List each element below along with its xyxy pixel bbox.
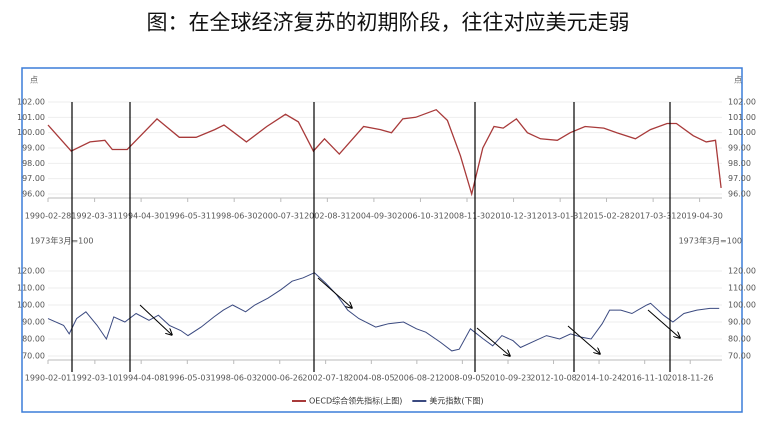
y-tick-label: 98.00 [728,159,751,168]
x-tick-label: 2016-11-10 [621,374,668,383]
x-tick-label: 2008-11-30 [444,212,491,221]
x-tick-label: 1998-06-30 [211,212,258,221]
y-tick-label: 101.00 [728,113,756,122]
page-title: 图：在全球经济复苏的初期阶段，往往对应美元走弱 [147,11,630,35]
y-tick-label: 99.00 [728,144,751,153]
x-tick-label: 2015-02-28 [583,212,630,221]
y-tick-label: 101.00 [17,113,45,122]
y-tick-label: 100.00 [728,128,756,137]
x-tick-label: 2018-11-26 [667,374,714,383]
y-tick-label: 100.00 [728,301,756,310]
y-tick-label: 120.00 [17,267,45,276]
x-tick-label: 1992-03-10 [72,374,119,383]
y-tick-label: 110.00 [728,284,756,293]
y-axis-label: 1973年3月=100 [30,236,93,246]
y-tick-label: 100.00 [17,128,45,137]
x-tick-label: 1996-05-31 [164,212,211,221]
y-tick-label: 100.00 [17,301,45,310]
y-tick-label: 99.00 [22,144,45,153]
x-tick-label: 2017-03-31 [630,212,677,221]
x-tick-label: 1994-04-08 [118,374,165,383]
x-tick-label: 1992-03-31 [71,212,118,221]
y-tick-label: 80.00 [22,335,45,344]
y-tick-label: 120.00 [728,267,756,276]
legend-label: 美元指数(下图) [429,396,483,406]
x-tick-label: 2014-10-24 [576,374,623,383]
y-tick-label: 97.00 [22,174,45,183]
arrow [567,325,600,354]
series-line [47,108,722,197]
y-tick-label: 80.00 [728,335,751,344]
y-tick-label: 96.00 [728,190,751,199]
y-tick-label: 70.00 [728,352,751,361]
x-tick-label: 2013-01-31 [537,212,584,221]
x-tick-label: 2006-08-21 [394,374,441,383]
x-tick-label: 2012-10-08 [530,374,577,383]
y-axis-label: 1973年3月=100 [679,236,742,246]
x-tick-label: 2002-07-18 [302,374,349,383]
y-axis-label: 点 [30,76,38,85]
y-tick-label: 102.00 [728,98,756,107]
x-tick-label: 2008-09-05 [439,374,486,383]
arrow [317,277,352,308]
frame [21,67,743,413]
x-tick-label: 2000-06-26 [256,374,303,383]
arrow [476,327,510,356]
x-tick-label: 1998-06-03 [210,374,257,383]
annotations [71,102,680,372]
x-tick-label: 2004-09-30 [351,212,398,221]
y-tick-label: 98.00 [22,159,45,168]
y-tick-label: 102.00 [17,98,45,107]
series-line [47,272,720,352]
x-tick-label: 2004-08-05 [348,374,395,383]
x-tick-label: 2010-09-23 [485,374,532,383]
y-tick-label: 96.00 [22,190,45,199]
y-tick-label: 90.00 [22,318,45,327]
x-tick-label: 1990-02-28 [25,212,72,221]
legend-label: OECD综合领先指标(上图) [309,396,402,406]
x-tick-label: 2019-04-30 [676,212,723,221]
x-tick-label: 2006-10-31 [397,212,444,221]
y-tick-label: 70.00 [22,352,45,361]
x-tick-label: 1994-04-30 [118,212,165,221]
y-tick-label: 110.00 [17,284,45,293]
x-tick-label: 1996-05-03 [164,374,211,383]
y-tick-label: 97.00 [728,174,751,183]
x-tick-label: 1990-02-01 [25,374,72,383]
x-tick-label: 2002-08-31 [304,212,351,221]
arrow [647,309,680,338]
x-tick-label: 2000-07-31 [258,212,305,221]
y-axis-label: 点 [734,76,742,85]
arrow [139,304,172,335]
x-tick-label: 2010-12-31 [490,212,537,221]
y-tick-label: 90.00 [728,318,751,327]
